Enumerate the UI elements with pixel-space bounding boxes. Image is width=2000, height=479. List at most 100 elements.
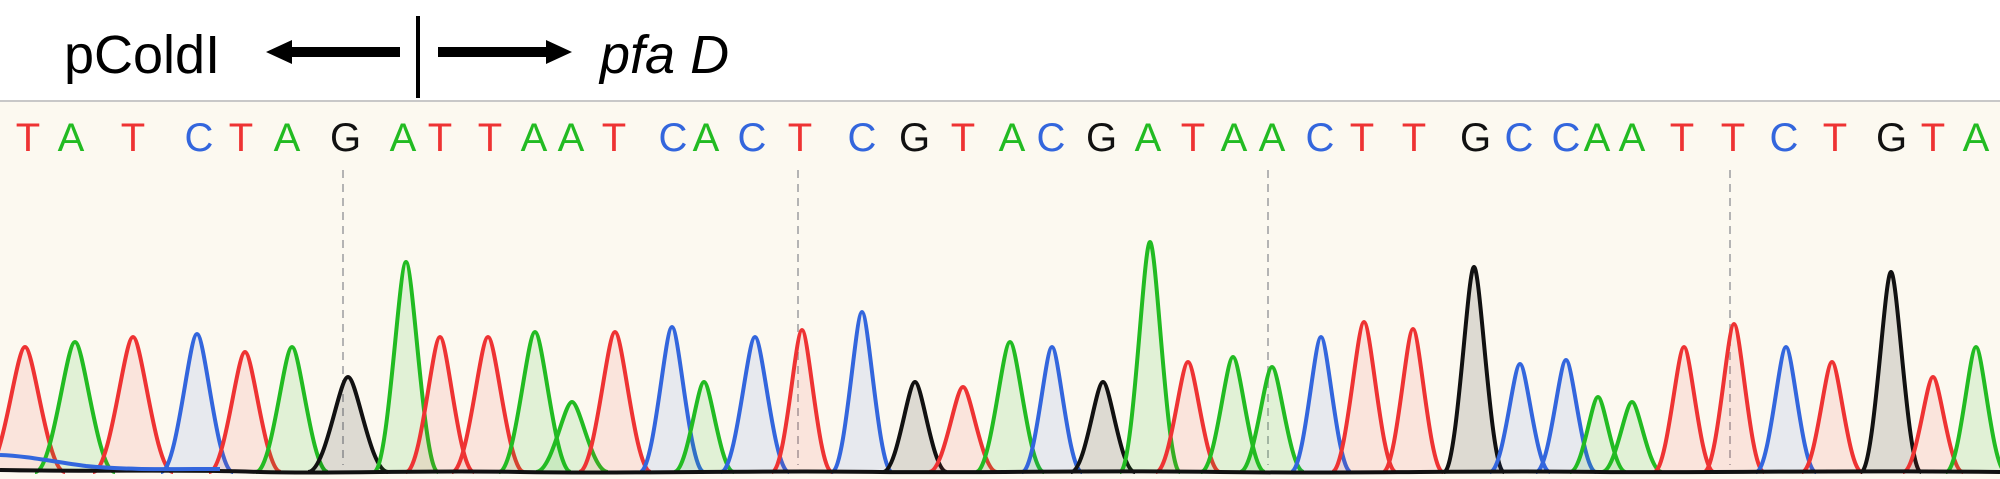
base-call: A xyxy=(57,116,85,160)
peak-fill xyxy=(1240,367,1304,472)
peak-fill xyxy=(209,352,281,472)
peak-trace xyxy=(770,328,834,474)
base-call: A xyxy=(692,116,720,160)
base-call: G xyxy=(1876,116,1908,160)
peak-fill xyxy=(499,332,571,472)
peak-trace xyxy=(1020,345,1084,474)
base-call: C xyxy=(847,116,877,160)
peak-fill xyxy=(579,332,651,472)
peak-trace xyxy=(830,310,894,474)
vector-label: pColdI xyxy=(64,25,221,85)
chromatogram-trace xyxy=(0,170,2000,475)
peak-trace xyxy=(307,375,389,474)
peak-fill xyxy=(1903,377,1963,472)
base-call: A xyxy=(389,116,417,160)
peak-trace xyxy=(208,350,282,474)
peak-trace xyxy=(1118,240,1182,474)
base-call: C xyxy=(184,116,214,160)
base-call: T xyxy=(950,116,976,160)
right-arrow-icon xyxy=(438,40,572,64)
base-call: C xyxy=(737,116,767,160)
peak-trace xyxy=(34,340,116,474)
peak-fill xyxy=(674,382,734,472)
peak-trace xyxy=(1070,380,1136,474)
gene-label: pfa D xyxy=(600,25,730,85)
peak-fill xyxy=(1570,397,1626,472)
noise-trace xyxy=(0,453,221,472)
peak-trace xyxy=(577,330,653,474)
peak-fill xyxy=(1704,324,1764,472)
base-call: G xyxy=(1086,116,1118,160)
peak-fill xyxy=(1536,360,1596,472)
peak-trace xyxy=(1381,327,1445,474)
peak-trace xyxy=(535,400,609,474)
base-call: A xyxy=(520,116,548,160)
peak-fill xyxy=(929,387,997,472)
peak-trace xyxy=(1289,335,1353,474)
junction-divider xyxy=(416,16,420,98)
peak-fill xyxy=(161,334,233,472)
peak-fill xyxy=(832,312,892,472)
peak-trace xyxy=(1330,320,1398,474)
peak-trace xyxy=(1901,375,1965,474)
peak-fill xyxy=(1802,362,1862,472)
peak-trace xyxy=(159,332,235,474)
peak-fill xyxy=(1291,337,1351,472)
peak-trace xyxy=(1488,362,1552,474)
base-call: T xyxy=(1822,116,1848,160)
peak-fill xyxy=(721,337,789,472)
base-call: C xyxy=(1305,116,1335,160)
peak-fill xyxy=(1654,347,1714,472)
peak-trace xyxy=(1239,365,1305,474)
peak-fill xyxy=(1602,402,1662,472)
peak-fill xyxy=(883,382,947,472)
peak-fill xyxy=(1756,347,1816,472)
peak-trace xyxy=(1442,265,1506,474)
peak-fill xyxy=(772,330,832,472)
peak-fill xyxy=(1120,242,1180,472)
peak-trace xyxy=(404,335,476,474)
base-call: T xyxy=(15,116,41,160)
peak-fill xyxy=(1071,382,1135,472)
peak-fill xyxy=(1156,362,1220,472)
peak-trace xyxy=(450,335,526,474)
peak-fill xyxy=(256,347,328,472)
construct-header: pColdI pfa D xyxy=(0,0,2000,100)
base-call: C xyxy=(1504,116,1534,160)
base-call: A xyxy=(273,116,301,160)
base-call: T xyxy=(477,116,503,160)
base-call: A xyxy=(1134,116,1162,160)
base-call: G xyxy=(1460,116,1492,160)
peak-trace xyxy=(1944,345,2000,474)
peak-fill xyxy=(1022,347,1082,472)
left-arrow-icon xyxy=(266,40,400,64)
base-call: A xyxy=(1618,116,1646,160)
base-call: T xyxy=(601,116,627,160)
base-call: A xyxy=(1220,116,1248,160)
peak-fill xyxy=(452,337,524,472)
peak-trace xyxy=(1754,345,1818,474)
peak-trace xyxy=(1652,345,1716,474)
peak-fill xyxy=(1490,364,1550,472)
peak-trace xyxy=(974,340,1046,474)
base-call: A xyxy=(1258,116,1286,160)
peak-trace xyxy=(372,260,440,474)
peak-trace xyxy=(1702,322,1766,474)
peak-fill xyxy=(1332,322,1396,472)
base-call: C xyxy=(1551,116,1581,160)
peak-trace xyxy=(1859,270,1923,474)
base-call: T xyxy=(1669,116,1695,160)
base-call: T xyxy=(228,116,254,160)
base-call: T xyxy=(1720,116,1746,160)
base-call: T xyxy=(1349,116,1375,160)
base-call: T xyxy=(1401,116,1427,160)
base-call: A xyxy=(998,116,1026,160)
base-call: T xyxy=(787,116,813,160)
peak-trace xyxy=(719,335,791,474)
peak-fill xyxy=(93,337,173,472)
base-call: C xyxy=(1769,116,1799,160)
base-call: G xyxy=(899,116,931,160)
base-call: A xyxy=(557,116,585,160)
